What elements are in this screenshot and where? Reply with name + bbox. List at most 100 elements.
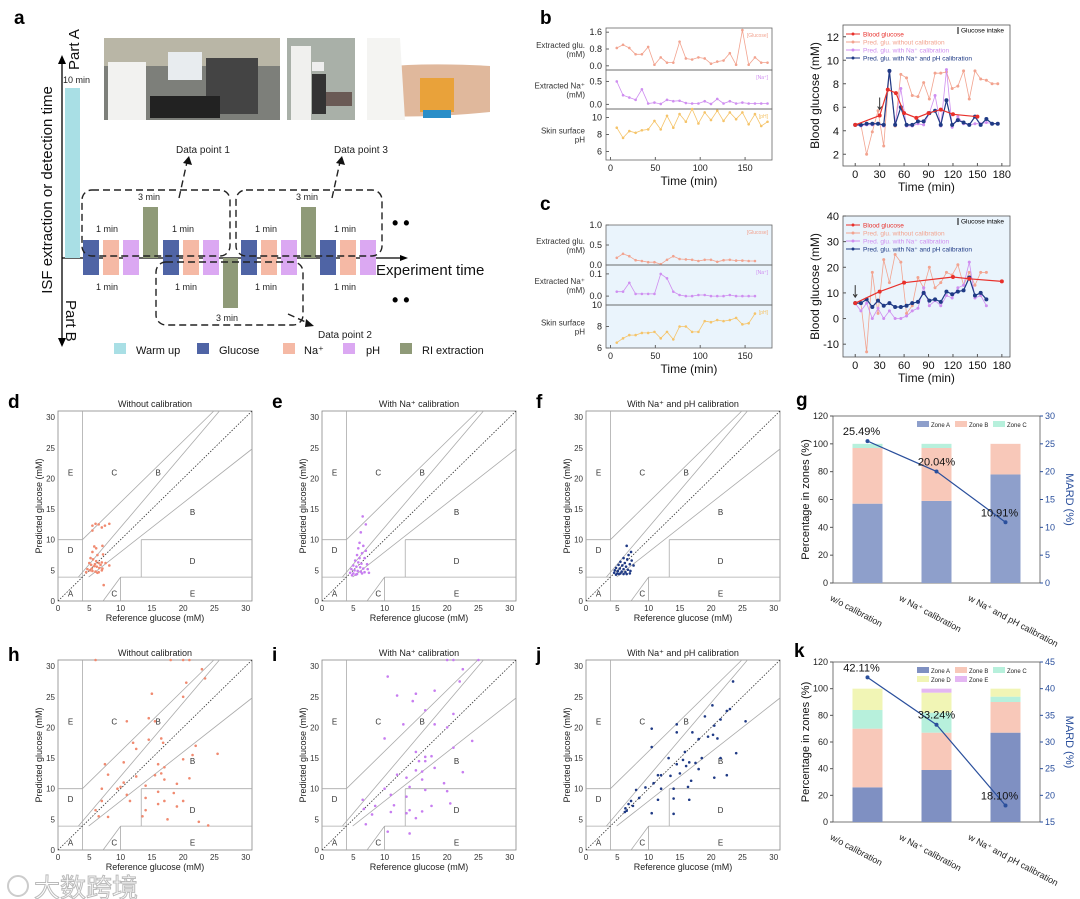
legend-glucose: Glucose — [219, 345, 259, 357]
data-point — [995, 121, 1000, 126]
data-point — [351, 564, 355, 567]
x-tick-label: 10 — [380, 604, 389, 613]
data-point — [921, 290, 926, 295]
data-point — [646, 128, 650, 131]
data-point — [902, 111, 907, 116]
na-block — [340, 240, 356, 275]
data-point — [184, 681, 188, 684]
data-point — [910, 122, 915, 127]
data-point — [442, 781, 446, 785]
x-tick-label: 0 — [584, 604, 589, 613]
identity-line — [585, 410, 781, 602]
zone-label: D — [454, 806, 460, 815]
data-point — [411, 699, 415, 703]
data-point — [626, 568, 630, 572]
data-point — [747, 63, 750, 67]
data-point — [653, 260, 656, 264]
data-point — [614, 573, 618, 576]
data-point — [619, 560, 622, 564]
y-tick-label: 6 — [597, 147, 602, 157]
y-tick-label: 10 — [592, 113, 602, 123]
series-line — [854, 276, 1002, 304]
glucose-block — [241, 240, 257, 275]
y-tick-label: 20 — [827, 262, 839, 274]
subplot-y-label: Extracted glu. (mM) — [536, 41, 585, 59]
data-point — [939, 71, 943, 75]
data-point — [628, 254, 631, 258]
subplot-frame — [605, 108, 773, 161]
x-tick-label: 30 — [874, 169, 886, 181]
data-point — [766, 61, 769, 64]
data-point — [962, 283, 966, 287]
bar-segment-zone-c — [921, 712, 952, 733]
data-point — [373, 804, 377, 808]
zone-label: E — [190, 590, 195, 599]
zone-label: D — [190, 557, 196, 566]
data-point — [634, 131, 637, 135]
data-point — [672, 797, 675, 800]
y-tick-label: 0 — [833, 314, 839, 326]
data-point — [623, 810, 627, 814]
panel-label-j: j — [535, 645, 541, 666]
data-point — [675, 731, 679, 734]
subplot-y-label: Extracted Na⁺ (mM) — [535, 277, 586, 295]
data-point — [445, 789, 449, 793]
data-point — [956, 286, 960, 290]
data-point — [615, 341, 619, 344]
zone-boundary — [102, 576, 121, 602]
data-point — [116, 787, 119, 791]
bar-segment-zone-a — [852, 503, 883, 583]
data-point — [360, 562, 363, 565]
glucose-intake-legend: Glucose intake — [961, 28, 1004, 35]
data-point — [356, 569, 359, 573]
zone-label: A — [596, 839, 602, 848]
data-point — [709, 62, 713, 65]
data-point — [101, 544, 104, 548]
data-point — [916, 306, 920, 310]
data-point — [709, 118, 713, 122]
x-tick-label: 30 — [505, 604, 514, 613]
y-tick-label: 120 — [813, 657, 828, 667]
zone-label: A — [332, 839, 338, 848]
x-tick-label: 5 — [615, 853, 620, 862]
data-point — [887, 301, 892, 306]
y-tick-label: 80 — [818, 710, 828, 720]
x-tick-label: 5 — [615, 604, 620, 613]
zone-label: C — [375, 468, 381, 477]
data-point — [683, 750, 687, 754]
data-point — [893, 305, 898, 310]
ri-time-label: 3 min — [216, 313, 238, 323]
ph-block — [123, 240, 139, 275]
data-point — [153, 719, 157, 723]
data-point — [973, 122, 977, 126]
subplot-y-label-line: (mM) — [566, 91, 585, 100]
y-tick-label: 0 — [823, 578, 828, 588]
legend-label: Zone D — [931, 678, 951, 684]
x-tick-label: 15 — [675, 853, 684, 862]
y2-tick-label: 20 — [1045, 467, 1055, 477]
data-point — [90, 567, 94, 570]
data-point — [144, 784, 147, 787]
chart-title: Without calibration — [118, 399, 192, 409]
chart-e: 0 5 10 15 20 25 30 0 5 10 15 20 25 30 Reference glucos… — [298, 399, 517, 623]
data-point — [665, 114, 669, 118]
x-axis-label: Time (min) — [898, 180, 955, 194]
data-point — [194, 744, 197, 748]
data-point — [759, 102, 763, 105]
data-point — [697, 737, 700, 741]
data-point — [979, 270, 983, 274]
data-point — [671, 254, 675, 258]
data-point — [672, 787, 675, 791]
experiment-time-label: Experiment time — [376, 262, 484, 279]
zone-boundary — [616, 448, 781, 578]
data-point — [640, 292, 644, 296]
x-tick-label: 0 — [320, 853, 325, 862]
data-point — [628, 96, 631, 99]
data-point — [383, 787, 386, 791]
data-point — [96, 553, 99, 557]
y-tick-label: 20 — [574, 723, 583, 732]
data-point — [156, 762, 160, 766]
y-axis-label: Predicted glucose (mM) — [34, 458, 44, 553]
data-point — [659, 787, 663, 791]
chart-title: With Na⁺ calibration — [379, 399, 459, 409]
